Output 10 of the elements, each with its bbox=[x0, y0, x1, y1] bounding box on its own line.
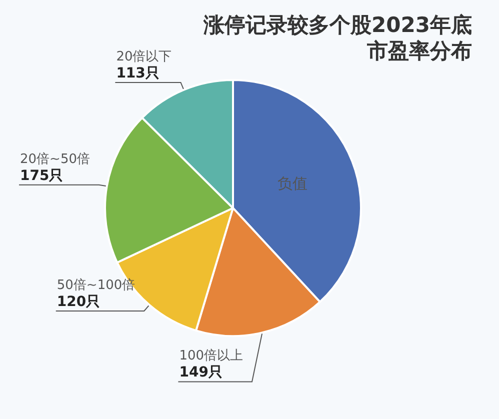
data-label: 113只 bbox=[116, 65, 160, 82]
slice-label: 20倍~50倍 bbox=[20, 152, 90, 167]
slice-label: 50倍~100倍 bbox=[56, 278, 136, 293]
data-label: 149只 bbox=[179, 364, 222, 381]
data-label: 175只 bbox=[20, 168, 64, 184]
data-label: 120只 bbox=[56, 294, 100, 310]
slice-label: 100倍以上 bbox=[179, 348, 244, 364]
slice-label: 负值 bbox=[278, 174, 308, 193]
chart-title: 涨停记录较多个股2023年底市盈率分布 bbox=[202, 12, 472, 64]
slice-label: 20倍以下 bbox=[116, 49, 172, 64]
